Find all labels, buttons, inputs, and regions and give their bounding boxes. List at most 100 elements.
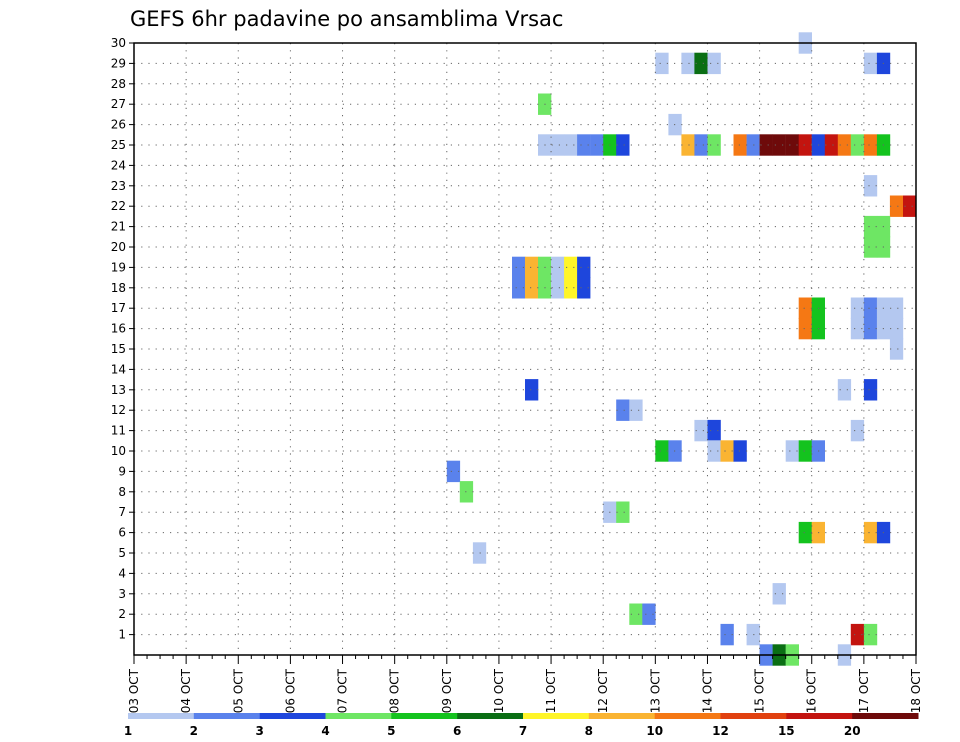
heatmap-cell <box>863 297 878 319</box>
y-tick-label: 3 <box>118 587 126 601</box>
x-tick-label: 10 OCT <box>492 668 506 713</box>
y-axis: 1234567891011121314151617181920212223242… <box>111 36 134 642</box>
y-tick-label: 15 <box>111 342 126 356</box>
y-tick-label: 10 <box>111 444 126 458</box>
x-tick-label: 11 OCT <box>544 668 558 713</box>
heatmap-cell <box>616 399 630 421</box>
x-tick-label: 08 OCT <box>388 668 402 713</box>
heatmap-cell <box>798 440 812 462</box>
heatmap-cell <box>577 277 591 299</box>
y-tick-label: 29 <box>111 56 126 70</box>
heatmap-cell <box>707 134 721 156</box>
heatmap-cell <box>889 297 904 319</box>
colorbar-swatch <box>325 713 392 719</box>
colorbar-label: 2 <box>190 724 198 738</box>
colorbar-swatch <box>523 713 590 719</box>
heatmap-cell <box>590 134 604 156</box>
heatmap-cell <box>889 195 904 217</box>
heatmap-cell <box>850 419 865 442</box>
y-tick-label: 30 <box>111 36 126 50</box>
colorbar-label: 15 <box>778 724 795 738</box>
y-tick-label: 24 <box>111 158 126 172</box>
x-tick-label: 03 OCT <box>127 668 141 713</box>
colorbar-swatch <box>128 713 195 719</box>
heatmap-cell <box>525 277 539 299</box>
x-tick-label: 17 OCT <box>857 668 871 713</box>
heatmap-cell <box>472 542 487 564</box>
colorbar-swatch <box>193 713 261 719</box>
y-tick-label: 21 <box>111 220 126 234</box>
heatmap-cell <box>446 460 461 483</box>
colorbar-label: 5 <box>387 724 395 738</box>
colorbar-label: 3 <box>256 724 264 738</box>
x-tick-label: 16 OCT <box>805 668 819 713</box>
y-tick-label: 1 <box>118 628 126 642</box>
y-tick-label: 26 <box>111 118 126 132</box>
x-tick-label: 07 OCT <box>336 668 350 713</box>
y-tick-label: 8 <box>118 485 126 499</box>
heatmap-cell <box>551 277 565 299</box>
heatmap-cell <box>629 603 643 625</box>
heatmap-cell <box>655 52 669 75</box>
x-tick-label: 04 OCT <box>179 668 193 713</box>
heatmap-cell <box>577 256 591 279</box>
colorbar-legend: 1 2 3 4 5 6 7 8 10 12 15 20 <box>124 713 919 738</box>
x-tick-label: 14 OCT <box>700 668 714 713</box>
colorbar-label: 12 <box>712 724 729 738</box>
heatmap-cell <box>694 419 708 442</box>
y-tick-label: 11 <box>111 424 126 438</box>
x-axis: 03 OCT 04 OCT 05 OCT 06 OCT 07 OCT 08 OCT 09 O… <box>127 655 923 713</box>
heatmap-cell <box>798 297 812 319</box>
x-tick-label: 05 OCT <box>231 668 245 713</box>
colorbar-swatch <box>391 713 458 719</box>
heatmap-cell <box>512 277 526 299</box>
heatmap-cell <box>759 134 773 156</box>
y-tick-label: 13 <box>111 383 126 397</box>
y-tick-label: 18 <box>111 281 126 295</box>
y-tick-label: 20 <box>111 240 126 254</box>
x-tick-label: 15 OCT <box>753 668 767 713</box>
y-tick-label: 25 <box>111 138 126 152</box>
y-tick-label: 14 <box>111 362 126 376</box>
heatmap-cell <box>707 52 721 75</box>
x-tick-label: 18 OCT <box>909 668 923 713</box>
heatmap-cell <box>837 379 852 401</box>
y-tick-label: 17 <box>111 301 126 315</box>
x-tick-label: 12 OCT <box>596 668 610 713</box>
y-tick-label: 19 <box>111 260 126 274</box>
heatmap-cell <box>785 134 799 156</box>
heatmap-cell <box>850 317 865 340</box>
heatmap-cell <box>863 215 878 238</box>
colorbar-swatch <box>259 713 326 719</box>
y-tick-label: 5 <box>118 546 126 560</box>
colorbar-label: 1 <box>124 724 132 738</box>
y-tick-label: 22 <box>111 199 126 213</box>
heatmap-cell <box>772 583 786 605</box>
heatmap-cell <box>903 195 917 217</box>
heatmap-cell <box>616 501 630 523</box>
grid-lines <box>134 42 916 655</box>
heatmap-cell <box>551 134 565 156</box>
heatmap-cell <box>798 317 812 340</box>
heatmap-cell <box>629 399 643 421</box>
heatmap-cell <box>655 440 669 462</box>
heatmap-cells <box>446 32 917 666</box>
heatmap-cell <box>837 134 852 156</box>
heatmap-cell <box>863 521 878 544</box>
heatmap-cell <box>863 379 878 401</box>
y-tick-label: 16 <box>111 322 126 336</box>
heatmap-cell <box>733 440 747 462</box>
heatmap-cell <box>850 297 865 319</box>
heatmap-cell <box>681 134 695 156</box>
heatmap-cell <box>525 379 539 401</box>
y-tick-label: 28 <box>111 77 126 91</box>
colorbar-swatch <box>588 713 656 719</box>
colorbar-swatch <box>654 713 721 719</box>
heatmap-cell <box>863 623 878 646</box>
heatmap-cell <box>564 277 578 299</box>
heatmap-cell <box>694 52 708 75</box>
y-tick-label: 27 <box>111 97 126 111</box>
heatmap-cell <box>889 338 904 360</box>
heatmap-cell <box>616 134 630 156</box>
